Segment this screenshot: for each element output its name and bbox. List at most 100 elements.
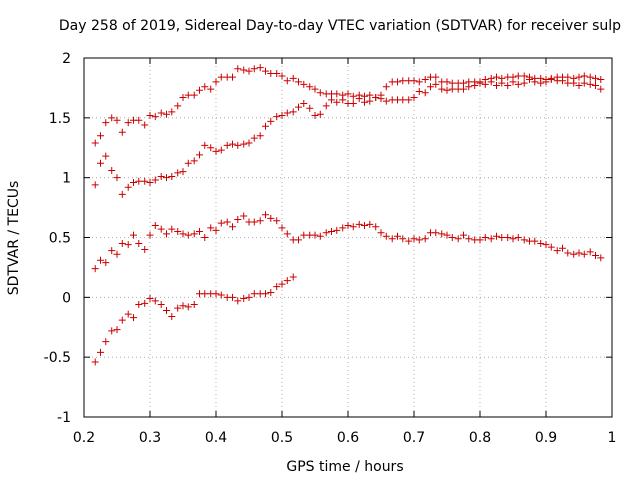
data-point <box>306 104 314 112</box>
data-point <box>118 316 126 324</box>
data-point <box>212 226 220 234</box>
data-point <box>531 237 539 245</box>
data-point <box>592 82 599 90</box>
data-point <box>564 249 572 257</box>
data-point <box>316 89 324 97</box>
data-point <box>141 299 149 307</box>
data-point <box>405 237 413 245</box>
x-axis-label: GPS time / hours <box>286 459 403 475</box>
ticks: 0.2 0.3 0.4 0.5 0.6 0.7 0.8 0.9 1 -1 -0.5 0 0.5 1 1.5 2 <box>44 51 617 446</box>
data-point <box>476 79 484 87</box>
data-point <box>278 280 286 288</box>
data-point <box>190 157 198 165</box>
data-point <box>146 295 154 303</box>
data-point <box>498 234 506 241</box>
data-point <box>168 225 176 233</box>
data-point <box>333 90 341 98</box>
data-point <box>476 236 484 244</box>
data-point <box>108 166 116 174</box>
data-point <box>344 222 352 230</box>
data-point <box>487 78 495 86</box>
data-point <box>295 78 302 86</box>
data-point <box>91 181 99 189</box>
data-point <box>217 219 225 227</box>
data-point <box>443 86 451 94</box>
data-point <box>250 65 258 73</box>
data-point <box>135 301 143 309</box>
data-point <box>201 290 209 298</box>
data-point <box>339 224 347 232</box>
data-point <box>580 72 588 80</box>
data-point <box>179 302 187 310</box>
data-point <box>113 174 121 182</box>
data-point <box>377 95 385 103</box>
data-point <box>580 79 588 87</box>
data-point <box>580 250 588 258</box>
data-point <box>124 119 132 127</box>
data-point <box>333 98 341 106</box>
data-point <box>333 226 341 234</box>
data-point <box>355 95 363 103</box>
data-point <box>273 217 281 225</box>
data-point <box>240 212 248 220</box>
data-point <box>273 113 281 121</box>
data-point <box>311 231 319 239</box>
data-point <box>438 85 446 93</box>
data-point <box>234 65 242 73</box>
data-point <box>339 96 347 104</box>
x-tick-label: 0.8 <box>469 430 491 446</box>
data-point <box>547 243 555 251</box>
data-point <box>306 83 314 91</box>
data-point <box>415 236 423 244</box>
data-point <box>328 96 335 104</box>
data-point <box>509 235 517 243</box>
data-point <box>570 79 578 87</box>
data-point <box>509 78 517 86</box>
data-point <box>553 247 561 255</box>
data-point <box>448 234 456 241</box>
data-point <box>382 83 390 91</box>
data-point <box>91 139 99 147</box>
data-point <box>520 79 528 87</box>
series-top <box>91 64 605 147</box>
data-point <box>207 85 215 93</box>
data-point <box>410 93 418 101</box>
x-tick-label: 1 <box>608 430 617 446</box>
data-point <box>212 78 220 86</box>
data-point <box>196 151 203 159</box>
data-point <box>229 140 236 148</box>
data-point <box>448 79 456 87</box>
data-point <box>102 119 110 127</box>
data-point <box>174 228 182 236</box>
data-point <box>146 178 154 186</box>
data-point <box>163 110 170 118</box>
y-tick-label: 0.5 <box>49 231 71 247</box>
series-bottom <box>91 273 297 366</box>
data-point <box>163 306 170 314</box>
data-point <box>460 85 467 93</box>
data-point <box>113 250 121 258</box>
data-point <box>262 67 269 75</box>
data-point <box>250 218 258 226</box>
data-point <box>278 111 286 119</box>
y-tick-label: 1.5 <box>49 111 71 127</box>
data-point <box>520 72 528 80</box>
data-point <box>97 256 104 264</box>
data-point <box>410 77 418 85</box>
data-point <box>196 86 203 94</box>
data-point <box>410 235 418 243</box>
data-point <box>586 73 594 81</box>
data-point <box>575 82 583 90</box>
data-point <box>217 73 225 81</box>
data-point <box>394 232 401 240</box>
data-point <box>382 97 390 105</box>
data-point <box>229 73 236 81</box>
data-point <box>311 111 319 119</box>
data-point <box>250 134 258 142</box>
data-point <box>514 234 522 241</box>
data-point <box>421 235 429 243</box>
data-point <box>223 141 231 149</box>
data-point <box>229 223 236 231</box>
data-point <box>234 216 242 224</box>
